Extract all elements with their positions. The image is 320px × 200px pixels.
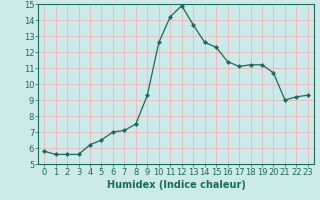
X-axis label: Humidex (Indice chaleur): Humidex (Indice chaleur) bbox=[107, 180, 245, 190]
